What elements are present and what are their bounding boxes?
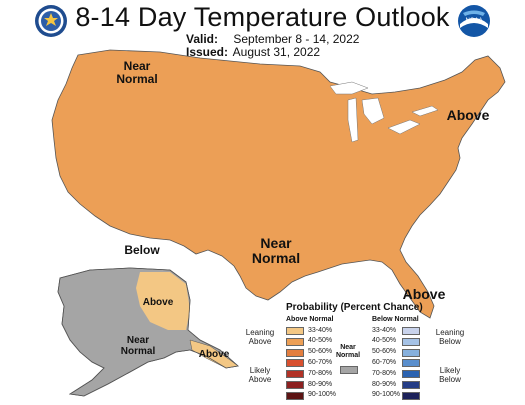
legend-leaning-below: Leaning Below xyxy=(435,328,465,347)
legend-likely-above: Likely Above xyxy=(248,366,272,385)
legend-near-normal-label: Near Normal xyxy=(335,344,361,359)
legend-range-above-0: 33-40% xyxy=(308,326,333,334)
page-title: 8-14 Day Temperature Outlook xyxy=(75,2,450,32)
legend-swatch-below-6 xyxy=(402,391,420,400)
label-above-alaska-se: Above xyxy=(198,349,230,360)
legend-swatch-below-0 xyxy=(402,327,420,335)
legend-swatch-above-2 xyxy=(286,348,304,357)
legend-swatch-above-4 xyxy=(286,370,304,379)
valid-dates: Valid: September 8 - 14, 2022 xyxy=(186,32,359,46)
alaska-above-shade xyxy=(136,272,190,330)
label-below-sw: Below xyxy=(124,243,160,257)
legend-range-below-3: 60-70% xyxy=(372,358,397,366)
probability-legend: Probability (Percent Chance) Above Norma… xyxy=(236,302,525,405)
legend-range-below-0: 33-40% xyxy=(372,326,397,334)
label-near-normal-alaska: Near Normal xyxy=(120,335,156,357)
legend-swatch-above-6 xyxy=(286,391,304,400)
noaa-logo-text: NOAA xyxy=(465,18,482,24)
issued-label: Issued: xyxy=(186,45,229,59)
legend-swatch-below-1 xyxy=(402,337,420,346)
legend-swatch-near-normal xyxy=(340,366,358,374)
legend-range-above-3: 60-70% xyxy=(308,358,333,366)
valid-label: Valid: xyxy=(186,32,219,46)
label-near-normal-nw: Near Normal xyxy=(116,59,158,86)
legend-swatch-below-5 xyxy=(402,381,420,389)
legend-range-below-5: 80-90% xyxy=(372,380,397,388)
label-near-normal-south: Near Normal xyxy=(251,235,301,266)
legend-swatch-below-2 xyxy=(402,348,420,357)
legend-range-above-5: 80-90% xyxy=(308,380,333,388)
label-above-ne: Above xyxy=(446,107,490,123)
legend-title: Probability (Percent Chance) xyxy=(286,302,423,313)
commerce-seal-icon xyxy=(35,5,67,37)
noaa-logo-icon: NOAA xyxy=(458,5,490,37)
legend-range-above-4: 70-80% xyxy=(308,369,333,377)
legend-below-header: Below Normal xyxy=(372,316,419,323)
legend-swatch-above-5 xyxy=(286,381,304,389)
great-lakes xyxy=(329,81,439,143)
label-above-florida: Above xyxy=(402,286,446,302)
legend-likely-below: Likely Below xyxy=(439,366,461,385)
legend-range-below-4: 70-80% xyxy=(372,369,397,377)
legend-range-above-2: 50-60% xyxy=(308,348,333,356)
legend-range-below-2: 50-60% xyxy=(372,348,397,356)
legend-swatch-above-1 xyxy=(286,337,304,346)
alaska-region xyxy=(57,267,239,397)
legend-leaning-above: Leaning Above xyxy=(245,328,275,347)
legend-range-below-6: 90-100% xyxy=(372,391,401,399)
issued-value: August 31, 2022 xyxy=(232,45,321,59)
legend-swatch-above-0 xyxy=(286,327,304,335)
legend-range-above-6: 90-100% xyxy=(308,391,337,399)
valid-value: September 8 - 14, 2022 xyxy=(233,32,360,46)
issued-date: Issued: August 31, 2022 xyxy=(186,45,320,59)
legend-range-above-1: 40-50% xyxy=(308,337,333,345)
legend-swatch-above-3 xyxy=(286,359,304,368)
legend-swatch-below-3 xyxy=(402,359,420,368)
legend-swatch-below-4 xyxy=(402,370,420,379)
legend-range-below-1: 40-50% xyxy=(372,337,397,345)
label-above-alaska: Above xyxy=(142,297,174,308)
legend-above-header: Above Normal xyxy=(286,316,334,323)
